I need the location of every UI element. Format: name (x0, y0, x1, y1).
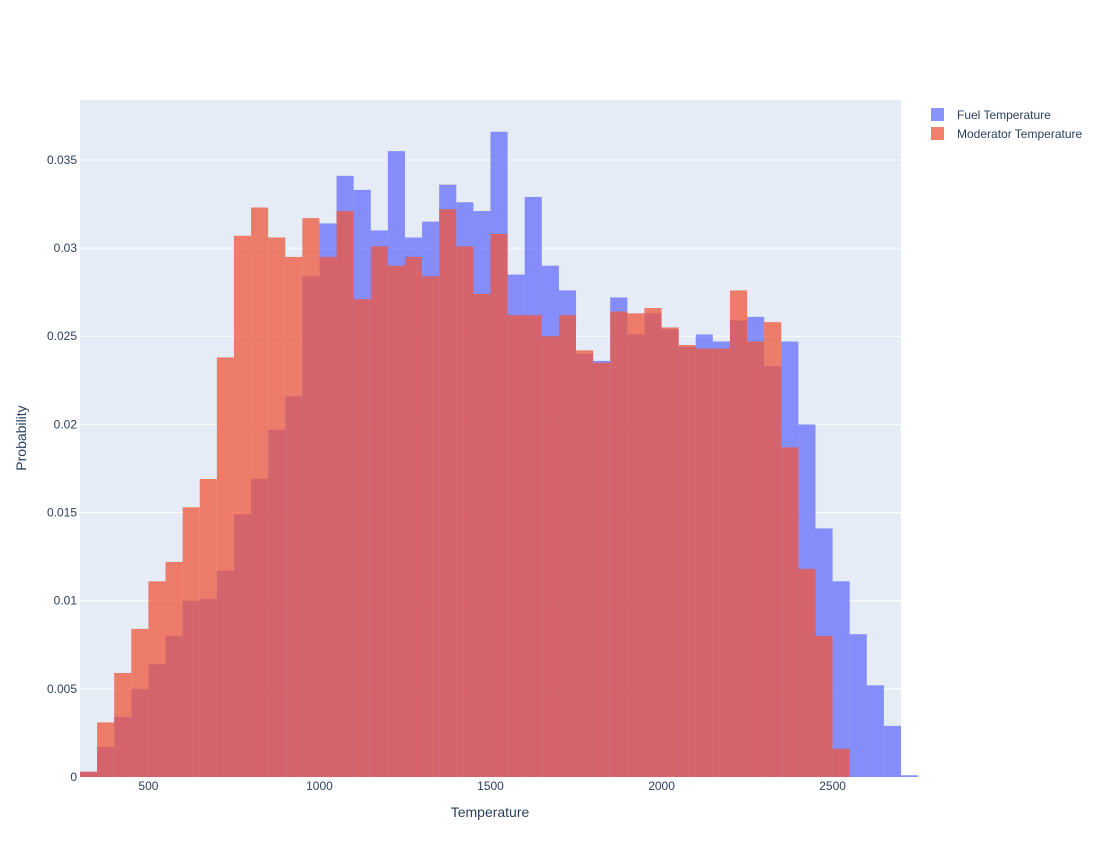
bar[interactable] (627, 313, 645, 777)
bar[interactable] (832, 581, 850, 777)
y-tick-label: 0.025 (47, 329, 77, 343)
bar[interactable] (747, 341, 765, 777)
bar[interactable] (182, 507, 200, 777)
legend-label-fuel: Fuel Temperature (957, 108, 1051, 122)
y-tick-label: 0.03 (54, 241, 78, 255)
bar[interactable] (541, 336, 559, 777)
y-axis-title: Probability (13, 405, 29, 470)
bar[interactable] (901, 775, 919, 777)
x-tick-label: 2500 (819, 779, 846, 793)
bar[interactable] (336, 211, 354, 777)
bar[interactable] (251, 207, 269, 778)
bar[interactable] (507, 315, 525, 777)
legend-label-moderator: Moderator Temperature (957, 127, 1083, 141)
y-tick-label: 0.005 (47, 682, 77, 696)
bar[interactable] (781, 447, 799, 777)
bar[interactable] (729, 290, 748, 777)
legend-item-fuel[interactable]: Fuel Temperature (931, 108, 1051, 122)
y-tick-label: 0.02 (54, 417, 78, 431)
bar[interactable] (456, 246, 474, 777)
x-tick-label: 1500 (477, 779, 504, 793)
bar[interactable] (473, 293, 491, 777)
x-tick-label: 1000 (306, 779, 333, 793)
legend-swatch-fuel (931, 108, 944, 121)
bar[interactable] (678, 345, 696, 777)
bar[interactable] (695, 348, 713, 777)
bar[interactable] (422, 276, 440, 777)
bar[interactable] (832, 748, 850, 777)
y-tick-label: 0.015 (47, 506, 77, 520)
bar[interactable] (131, 628, 149, 777)
bar[interactable] (319, 256, 337, 778)
bar[interactable] (114, 672, 132, 777)
bar[interactable] (439, 209, 457, 777)
x-tick-label: 500 (138, 779, 158, 793)
bar[interactable] (404, 256, 423, 778)
bar[interactable] (558, 315, 577, 777)
y-tick-label: 0.01 (54, 594, 78, 608)
bar[interactable] (576, 350, 594, 777)
bar[interactable] (233, 235, 252, 777)
bar[interactable] (490, 233, 508, 778)
bar[interactable] (216, 357, 234, 777)
y-axis-ticks: 0 0.005 0.01 0.015 0.02 0.025 0.03 0.035 (47, 153, 77, 784)
bar[interactable] (370, 246, 388, 777)
legend-swatch-moderator (931, 127, 944, 140)
x-axis-ticks: 500 1000 1500 2000 2500 (138, 779, 846, 793)
bars (80, 131, 919, 778)
bar[interactable] (302, 218, 320, 778)
bar[interactable] (97, 722, 115, 777)
x-tick-label: 2000 (648, 779, 675, 793)
x-axis-title: Temperature (451, 804, 530, 820)
bar[interactable] (883, 725, 901, 777)
bar[interactable] (285, 256, 303, 778)
bar[interactable] (199, 479, 217, 777)
bar[interactable] (165, 561, 183, 777)
bar[interactable] (268, 237, 286, 777)
bar[interactable] (764, 322, 782, 777)
bar[interactable] (387, 265, 405, 777)
bar[interactable] (712, 348, 730, 777)
bar[interactable] (353, 299, 371, 777)
series-moderator (80, 207, 850, 778)
y-tick-label: 0 (70, 770, 77, 784)
bar[interactable] (798, 568, 816, 777)
bar[interactable] (524, 315, 542, 777)
bar[interactable] (593, 362, 611, 777)
bar[interactable] (866, 685, 884, 777)
y-tick-label: 0.035 (47, 153, 77, 167)
bar[interactable] (849, 634, 867, 777)
legend[interactable]: Fuel Temperature Moderator Temperature (931, 108, 1083, 141)
bar[interactable] (80, 771, 98, 777)
bar[interactable] (815, 635, 833, 777)
legend-item-moderator[interactable]: Moderator Temperature (931, 127, 1083, 141)
bar[interactable] (148, 581, 166, 777)
bar[interactable] (644, 308, 662, 777)
bar[interactable] (661, 327, 679, 777)
bar[interactable] (610, 311, 628, 777)
